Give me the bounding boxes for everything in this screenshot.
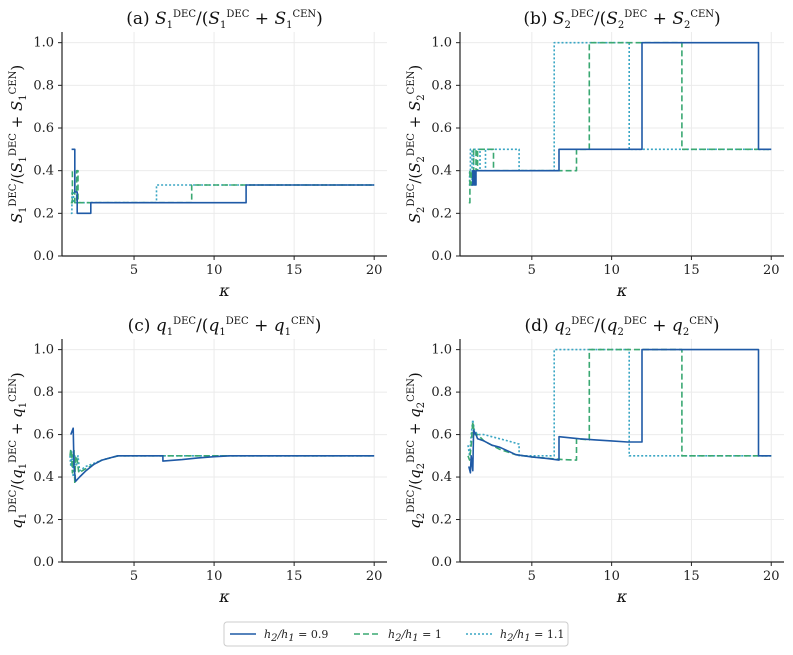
series-line-2	[69, 448, 375, 485]
series-line-2	[468, 41, 772, 204]
y-tick-label: 0.2	[431, 206, 452, 221]
y-tick-label: 0.2	[431, 513, 452, 528]
y-tick-label: 0.6	[33, 428, 54, 443]
y-tick-label: 1.0	[33, 36, 54, 51]
panel-title: (a) S1DEC/(S1DEC + S1CEN)	[126, 9, 323, 31]
y-tick-label: 0.4	[33, 164, 54, 179]
x-tick-label: 15	[683, 569, 700, 584]
y-tick-label: 0.8	[431, 385, 452, 400]
series-line-1	[471, 41, 772, 186]
x-axis-label: κ	[616, 587, 628, 606]
x-tick-label: 20	[366, 263, 383, 278]
x-tick-label: 5	[528, 263, 536, 278]
series-line-2	[467, 348, 772, 461]
y-tick-label: 0.4	[431, 470, 452, 485]
legend-label-3: h2/h1 = 1.1	[500, 628, 564, 644]
y-tick-label: 0.8	[33, 385, 54, 400]
y-axis-label: S2DEC/(S2DEC + S2CEN)	[406, 65, 427, 223]
x-tick-label: 5	[130, 569, 138, 584]
panel-title: (d) q2DEC/(q2DEC + q2CEN)	[524, 316, 719, 338]
series-line-3	[467, 348, 772, 457]
panel-title: (c) q1DEC/(q1DEC + q1CEN)	[128, 316, 322, 338]
legend-label-1: h2/h1 = 0.9	[264, 628, 328, 644]
y-tick-label: 1.0	[431, 36, 452, 51]
x-tick-label: 10	[603, 263, 620, 278]
x-tick-label: 15	[286, 569, 303, 584]
x-tick-label: 5	[130, 263, 138, 278]
y-tick-label: 1.0	[431, 343, 452, 358]
x-tick-label: 15	[286, 263, 303, 278]
series-line-3	[468, 41, 772, 186]
y-tick-label: 0.8	[431, 78, 452, 93]
x-axis-label: κ	[218, 587, 230, 606]
legend: h2/h1 = 0.9 h2/h1 = 1 h2/h1 = 1.1	[223, 621, 569, 647]
series-line-1	[71, 148, 375, 215]
x-tick-label: 10	[206, 263, 223, 278]
x-tick-label: 15	[683, 263, 700, 278]
y-tick-label: 0.6	[431, 428, 452, 443]
x-tick-label: 20	[366, 569, 383, 584]
y-tick-label: 0.4	[33, 470, 54, 485]
x-tick-label: 20	[763, 263, 780, 278]
x-axis-label: κ	[616, 281, 628, 300]
x-tick-label: 20	[763, 569, 780, 584]
x-tick-label: 5	[528, 569, 536, 584]
y-tick-label: 0.0	[431, 555, 452, 570]
legend-box	[223, 621, 569, 647]
y-tick-label: 0.2	[33, 206, 54, 221]
series-line-3	[70, 184, 375, 215]
y-tick-label: 0.2	[33, 513, 54, 528]
y-tick-label: 0.8	[33, 78, 54, 93]
legend-label-2: h2/h1 = 1	[388, 628, 442, 644]
y-axis-label: q2DEC/(q2DEC + q2CEN)	[406, 372, 427, 528]
x-tick-label: 10	[603, 569, 620, 584]
y-tick-label: 0.0	[431, 249, 452, 264]
y-tick-label: 0.6	[431, 121, 452, 136]
y-tick-label: 0.4	[431, 164, 452, 179]
x-tick-label: 10	[206, 569, 223, 584]
series-line-1	[468, 348, 772, 474]
y-tick-label: 0.6	[33, 121, 54, 136]
y-tick-label: 1.0	[33, 343, 54, 358]
panel-3: 0.0 0.2 0.4 0.6 0.8 1.0 5 10 15 20 κ (c) q1DEC/(q1D…	[8, 316, 387, 606]
panel-4: 0.0 0.2 0.4 0.6 0.8 1.0 5 10 15 20 κ (d) q2DEC/(q2D…	[406, 316, 784, 606]
panel-2: 0.0 0.2 0.4 0.6 0.8 1.0 5 10 15 20 κ (b) S2DEC/(S2D…	[406, 9, 784, 300]
y-axis-label: q1DEC/(q1DEC + q1CEN)	[8, 372, 29, 528]
panel-1: 0.0 0.2 0.4 0.6 0.8 1.0 5 10 15 20 κ (a) S1DEC/(S1D…	[8, 9, 387, 300]
panel-title: (b) S2DEC/(S2DEC + S2CEN)	[523, 9, 720, 31]
series-line-2	[70, 169, 375, 204]
y-tick-label: 0.0	[33, 555, 54, 570]
x-axis-label: κ	[218, 281, 230, 300]
series-line-1	[70, 427, 375, 483]
y-tick-label: 0.0	[33, 249, 54, 264]
y-axis-label: S1DEC/(S1DEC + S1CEN)	[8, 65, 29, 223]
